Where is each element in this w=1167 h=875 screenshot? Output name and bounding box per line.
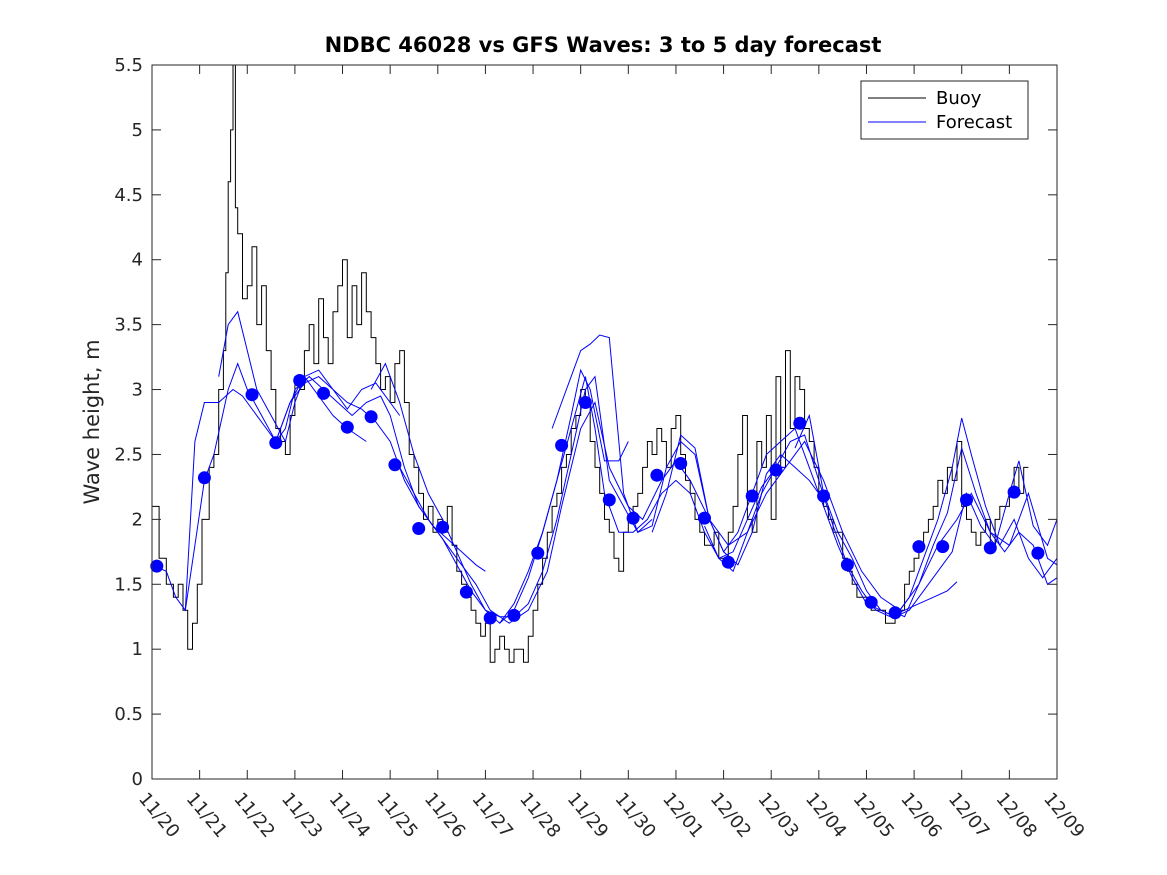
forecast-point bbox=[864, 595, 878, 609]
forecast-point bbox=[388, 458, 402, 472]
y-tick-label: 0 bbox=[132, 769, 143, 790]
forecast-series-line bbox=[551, 334, 820, 566]
forecast-point bbox=[698, 511, 711, 525]
plot-area: 00.511.522.533.544.555.5 11/2011/2111/22… bbox=[114, 55, 1088, 842]
forecast-point bbox=[721, 555, 735, 569]
forecast-point bbox=[555, 438, 569, 452]
y-tick-label: 3 bbox=[132, 380, 143, 401]
axes-box bbox=[151, 64, 1058, 780]
forecast-series-line bbox=[399, 368, 629, 624]
forecast-point bbox=[578, 396, 592, 409]
forecast-point bbox=[150, 559, 164, 573]
forecast-point bbox=[507, 608, 521, 622]
y-tick-label: 2 bbox=[132, 509, 143, 530]
forecast-point bbox=[364, 410, 378, 424]
chart-title: NDBC 46028 vs GFS Waves: 3 to 5 day fore… bbox=[325, 33, 882, 57]
legend-buoy-label: Buoy bbox=[936, 88, 982, 109]
forecast-point bbox=[1007, 485, 1021, 499]
forecast-series-line bbox=[890, 446, 1058, 618]
forecast-series-line bbox=[794, 413, 1058, 618]
y-tick-label: 1 bbox=[132, 639, 143, 660]
forecast-point bbox=[412, 522, 426, 535]
y-tick-label: 3.5 bbox=[114, 315, 143, 336]
y-tick-label: 5.5 bbox=[114, 55, 143, 76]
y-tick-label: 5 bbox=[132, 120, 143, 141]
forecast-point bbox=[840, 558, 854, 572]
forecast-point bbox=[602, 493, 616, 507]
forecast-point bbox=[936, 540, 950, 554]
forecast-point bbox=[293, 374, 307, 387]
forecast-point bbox=[912, 540, 926, 554]
forecast-point bbox=[983, 541, 997, 555]
forecast-point bbox=[793, 416, 807, 430]
y-tick-label: 4.5 bbox=[114, 185, 143, 206]
y-tick-label: 2.5 bbox=[114, 444, 143, 465]
forecast-point bbox=[317, 386, 330, 400]
forecast-point bbox=[340, 420, 354, 434]
buoy-series-line bbox=[152, 64, 1029, 663]
forecast-point bbox=[269, 436, 283, 450]
forecast-point bbox=[960, 493, 973, 507]
forecast-point bbox=[888, 606, 902, 620]
forecast-point bbox=[436, 520, 450, 534]
y-tick-label: 4 bbox=[132, 250, 143, 271]
y-axis-label: Wave height, m bbox=[80, 339, 104, 504]
forecast-series-line bbox=[651, 417, 1058, 618]
legend-box bbox=[860, 80, 1029, 140]
y-tick-label: 0.5 bbox=[114, 704, 143, 725]
forecast-point bbox=[674, 457, 688, 470]
forecast-point bbox=[459, 585, 473, 599]
forecast-series-line bbox=[704, 434, 958, 618]
forecast-series-line bbox=[499, 376, 786, 624]
legend-forecast-label: Forecast bbox=[936, 112, 1012, 133]
y-tick-label: 1.5 bbox=[114, 574, 143, 595]
series-layer bbox=[150, 64, 1058, 663]
forecast-point bbox=[769, 463, 783, 477]
forecast-point bbox=[197, 471, 211, 485]
forecast-point bbox=[1031, 546, 1045, 560]
forecast-point bbox=[650, 468, 664, 482]
forecast-point bbox=[745, 489, 759, 503]
forecast-point bbox=[245, 388, 259, 402]
legend: Buoy Forecast bbox=[860, 80, 1029, 140]
forecast-point bbox=[483, 611, 497, 625]
y-axis: 0 0.5 1 1.5 2 2.5 3 3.5 4 4.5 5 5.5 bbox=[114, 55, 1057, 790]
forecast-point bbox=[817, 489, 831, 503]
forecast-series-line bbox=[151, 362, 1058, 624]
forecast-point bbox=[531, 546, 545, 560]
forecast-point bbox=[626, 511, 640, 525]
axes-background bbox=[152, 65, 1057, 779]
